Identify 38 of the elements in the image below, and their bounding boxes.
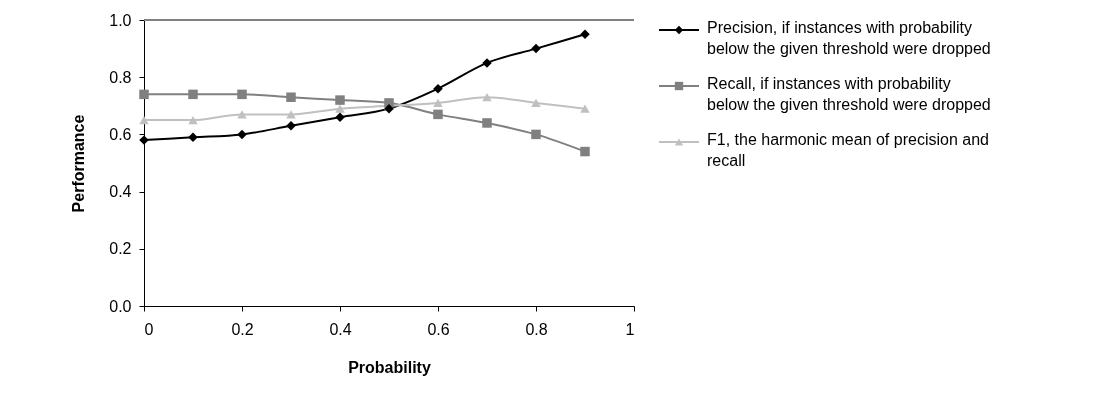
- point: [384, 103, 394, 114]
- x-tick-label: 0.2: [231, 320, 254, 338]
- point: [580, 29, 590, 40]
- legend-label: F1, the harmonic mean of precision and recall: [707, 131, 989, 169]
- point: [433, 109, 443, 120]
- legend-label: Recall, if instances with probability below the given threshold were dropped: [707, 75, 991, 113]
- point: [188, 115, 198, 125]
- point: [139, 115, 149, 125]
- y-tick-label: 0.8: [109, 68, 132, 86]
- point: [335, 104, 345, 113]
- point: [433, 83, 443, 94]
- point: [286, 92, 296, 102]
- point: [237, 129, 247, 140]
- point: [237, 89, 247, 100]
- point: [482, 93, 492, 102]
- point: [531, 98, 541, 108]
- point: [531, 129, 541, 140]
- point: [433, 98, 443, 108]
- x-tick-label: 0.4: [329, 320, 352, 338]
- y-tick-label: 0.0: [109, 297, 132, 315]
- x-axis-title: Probability: [348, 358, 431, 376]
- y-tick-label: 0.2: [109, 240, 132, 258]
- point: [188, 89, 198, 100]
- x-tick-label: 0.8: [525, 320, 548, 338]
- point: [580, 104, 590, 113]
- x-tick-label: 1: [625, 320, 635, 338]
- point: [482, 118, 492, 128]
- y-tick-label: 0.4: [109, 183, 132, 201]
- y-tick-label: 1.0: [109, 11, 132, 29]
- x-tick-label: 0: [144, 320, 154, 338]
- point: [139, 89, 149, 100]
- point: [580, 146, 590, 157]
- y-tick-label: 0.6: [109, 125, 132, 143]
- x-tick-label: 0.6: [427, 320, 450, 338]
- y-axis-title: Performance: [70, 114, 88, 213]
- legend-label: Precision, if instances with probability below the given threshold were dropped: [707, 19, 991, 57]
- point: [335, 95, 345, 105]
- point: [531, 43, 541, 54]
